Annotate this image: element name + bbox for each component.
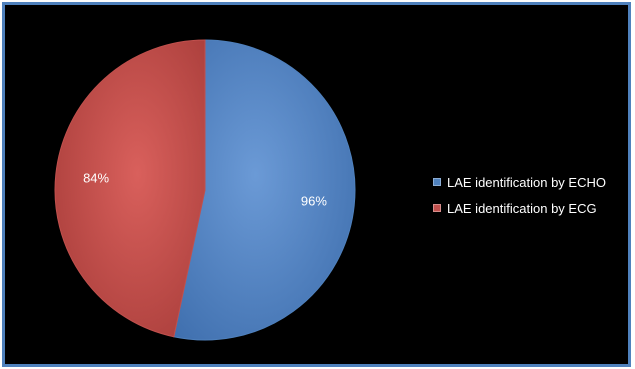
pie-slice-echo: [173, 39, 356, 341]
pie-chart: 96% 84%: [54, 39, 356, 341]
legend-label-ecg: LAE identification by ECG: [447, 200, 597, 216]
legend-item-echo: LAE identification by ECHO: [433, 169, 606, 195]
legend-swatch-ecg: [433, 204, 441, 212]
pie-slice-ecg: [54, 39, 206, 338]
chart-area: 96% 84% LAE identification by ECHO LAE id…: [2, 2, 631, 367]
legend-swatch-echo: [433, 178, 441, 186]
data-label-echo: 96%: [301, 193, 327, 208]
legend-label-echo: LAE identification by ECHO: [447, 174, 606, 190]
legend: LAE identification by ECHO LAE identific…: [433, 169, 606, 221]
legend-item-ecg: LAE identification by ECG: [433, 195, 606, 221]
data-label-ecg: 84%: [83, 171, 109, 186]
